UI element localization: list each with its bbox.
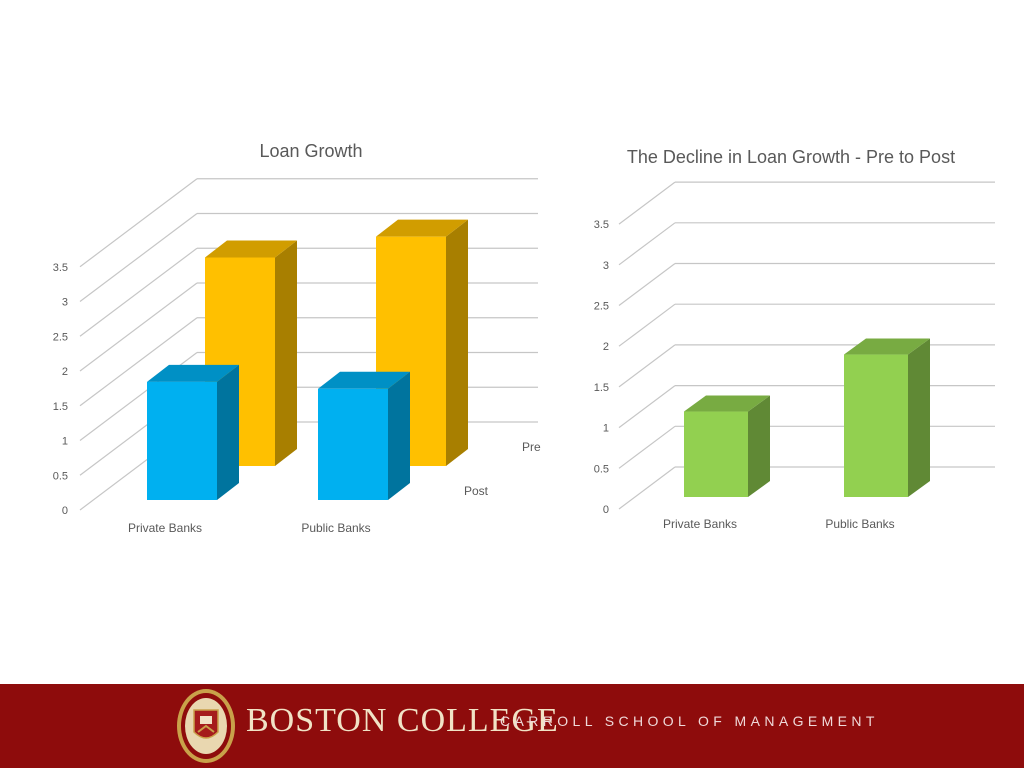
chart1-title: Loan Growth — [259, 141, 362, 161]
school-name: CARROLL SCHOOL OF MANAGEMENT — [500, 713, 879, 729]
chart1-bar-post-side — [388, 371, 410, 500]
chart2-y-tick: 0 — [603, 504, 609, 516]
chart1-bar-post — [318, 371, 410, 500]
chart2-bar-side — [748, 395, 770, 497]
charts-area: Loan Growth 0 0.5 1 1.5 2 2.5 3 3.5 Private Banks… — [53, 141, 995, 535]
chart1-y-tick: 3.5 — [53, 262, 68, 274]
chart1-y-tick: 3 — [62, 297, 68, 309]
chart1-y-tick: 1 — [62, 436, 68, 448]
chart2-bar-top — [844, 338, 930, 355]
chart1-gridline-depth — [79, 282, 198, 372]
chart1-bar-pre-top — [376, 219, 468, 237]
chart1-y-tick: 0.5 — [53, 470, 68, 482]
chart2-bar-top — [684, 395, 770, 412]
chart2-gridline-depth — [618, 385, 676, 429]
chart1-bar-post-front — [318, 388, 388, 500]
chart1-series-label: Pre — [522, 440, 541, 454]
chart2-bar-front — [844, 354, 908, 497]
chart2-x-tick: Public Banks — [825, 517, 894, 531]
chart2-bar — [844, 338, 930, 497]
chart1-gridline-depth — [79, 317, 198, 407]
chart2-y-tick: 3 — [603, 260, 609, 272]
institution-name: BOSTON COLLEGE — [246, 702, 559, 739]
chart2-y-tick: 1.5 — [594, 382, 609, 394]
chart2-gridline-depth — [618, 181, 676, 225]
chart2-y-tick: 2 — [603, 341, 609, 353]
chart1-y-tick: 0 — [62, 505, 68, 517]
chart2-bar-side — [908, 338, 930, 497]
chart1-x-tick: Public Banks — [301, 521, 370, 535]
chart2-bar — [684, 395, 770, 497]
chart1-bar-pre-side — [446, 219, 468, 466]
chart1-y-tick: 2.5 — [53, 331, 68, 343]
chart1-gridline-depth — [79, 247, 198, 337]
chart1-y-tick: 2 — [62, 366, 68, 378]
chart1-bar-post-front — [147, 381, 217, 500]
chart2-gridline-depth — [618, 222, 676, 266]
chart1-gridline-depth — [79, 213, 198, 302]
chart1-bar-post-side — [217, 364, 239, 500]
chart2-gridline-depth — [618, 466, 676, 510]
chart1-x-tick: Private Banks — [128, 521, 202, 535]
chart1-bar-pre-top — [205, 240, 297, 258]
chart1-series-label: Post — [464, 484, 489, 498]
chart1-bar-post-top — [147, 364, 239, 382]
chart1-bar-post — [147, 364, 239, 500]
chart2-y-tick: 2.5 — [594, 301, 609, 313]
boston-college-seal-icon — [177, 689, 235, 763]
chart1-gridline-depth — [79, 178, 198, 268]
chart2-x-tick: Private Banks — [663, 517, 737, 531]
chart2-gridline-depth — [618, 263, 676, 306]
chart2-y-tick: 1 — [603, 423, 609, 435]
chart1-bar-post-top — [318, 371, 410, 389]
chart1-bar-pre — [376, 219, 468, 466]
chart1-bar-pre-side — [275, 240, 297, 466]
chart2-gridline-depth — [618, 344, 676, 388]
chart2-y-tick: 0.5 — [594, 463, 609, 475]
footer-banner — [0, 684, 1024, 768]
chart2-gridline-depth — [618, 303, 676, 347]
chart2-gridline-depth — [618, 425, 676, 469]
chart2-bar-front — [684, 411, 748, 497]
chart2-y-tick: 3.5 — [594, 219, 609, 231]
chart1-y-tick: 1.5 — [53, 401, 68, 413]
chart2-title: The Decline in Loan Growth - Pre to Post — [627, 147, 955, 167]
